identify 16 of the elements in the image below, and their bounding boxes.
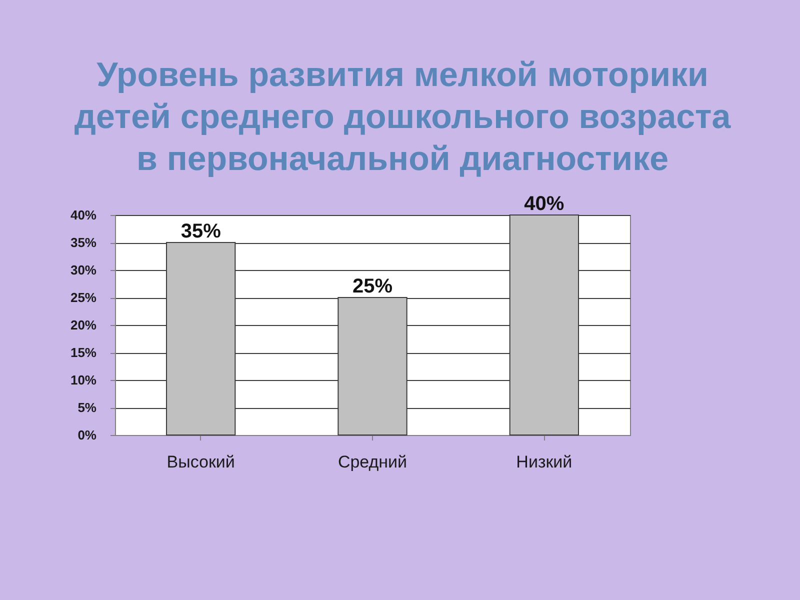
data-label: 35% <box>180 220 222 242</box>
y-tick-label: 20% <box>70 318 97 332</box>
y-tick-label: 10% <box>70 372 97 388</box>
x-tick-label: Высокий <box>166 452 235 472</box>
x-tick-label: Средний <box>338 452 408 472</box>
y-tick-label: 30% <box>70 262 97 278</box>
data-label: 25% <box>352 276 393 298</box>
x-tick-label: Низкий <box>516 452 572 472</box>
y-tick-label: 5% <box>78 400 97 415</box>
chart-title: Уровень развития мелкой моторики детей среднего дошкольного возраста в первоначальной диагностике <box>74 56 732 178</box>
y-tick-label: 35% <box>70 235 97 250</box>
y-tick-label: 40% <box>70 208 97 222</box>
y-tick-label: 0% <box>78 428 97 442</box>
y-tick-label: 15% <box>70 345 97 360</box>
y-tick-label: 25% <box>70 290 97 305</box>
data-label: 40% <box>524 193 564 215</box>
